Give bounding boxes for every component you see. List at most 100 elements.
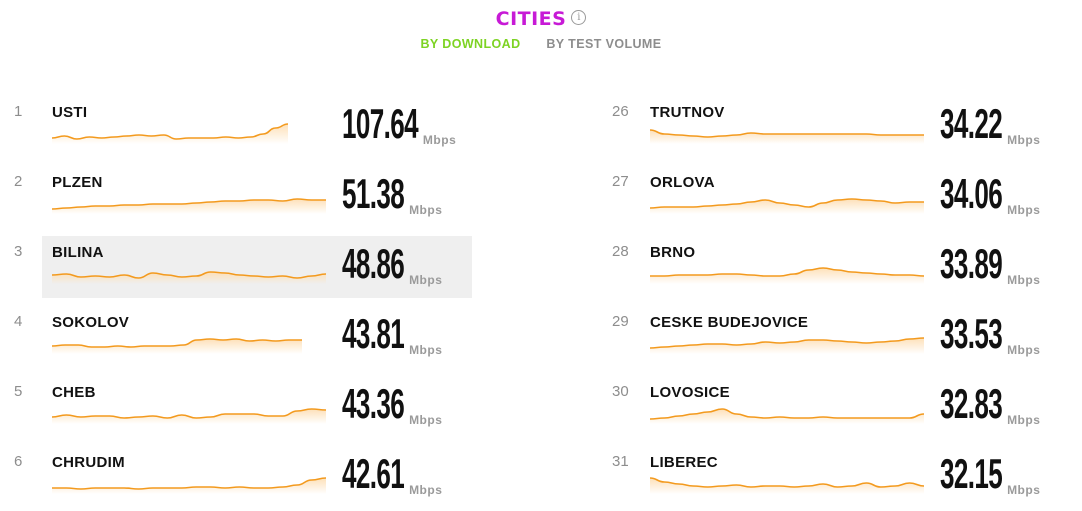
city-name[interactable]: CESKE BUDEJOVICE (650, 314, 809, 331)
download-speed-value: 34.22 (940, 100, 1003, 147)
rank-number: 26 (612, 103, 629, 120)
download-speed-value: 32.83 (940, 380, 1003, 427)
tab-by-download[interactable]: BY DOWNLOAD (420, 37, 521, 51)
speed-unit: Mbps (409, 483, 443, 497)
speed-sparkline (649, 267, 925, 284)
sparkline-line (649, 337, 925, 349)
rank-number: 3 (14, 243, 23, 260)
city-name[interactable]: LOVOSICE (650, 384, 730, 401)
sparkline-line (51, 123, 289, 140)
city-name[interactable]: LIBEREC (650, 454, 718, 471)
rank-number: 28 (612, 243, 629, 260)
sparkline-line (649, 477, 925, 488)
city-name[interactable]: TRUTNOV (650, 104, 725, 121)
sparkline-container (649, 400, 925, 424)
rank-number: 2 (14, 173, 23, 190)
download-speed-value: 43.81 (342, 310, 405, 357)
download-speed-value: 34.06 (940, 170, 1003, 217)
speed-unit: Mbps (422, 133, 457, 147)
sparkline-container (51, 330, 302, 354)
download-speed-value: 107.64 (342, 100, 419, 147)
rank-number: 5 (14, 383, 23, 400)
rank-number: 29 (612, 313, 629, 330)
speed-unit: Mbps (1007, 273, 1041, 287)
sparkline-container (649, 470, 925, 494)
download-speed-value: 51.38 (342, 170, 405, 217)
speed-sparkline (51, 338, 302, 354)
sparkline-line (51, 338, 302, 348)
speed-unit: Mbps (409, 343, 443, 357)
rank-number: 30 (612, 383, 629, 400)
city-name[interactable]: USTI (52, 104, 88, 121)
speed-unit: Mbps (1007, 133, 1041, 147)
sparkline-area (650, 338, 924, 354)
speed-sparkline (649, 198, 924, 214)
speed-unit: Mbps (409, 413, 443, 427)
sparkline-area (52, 199, 326, 214)
speed-unit: Mbps (409, 203, 443, 217)
sparkline-area (52, 478, 326, 494)
sort-tabs: BY DOWNLOAD BY TEST VOLUME (0, 37, 1082, 51)
sparkline-container (51, 120, 289, 144)
rank-number: 31 (612, 453, 629, 470)
rank-number: 4 (14, 313, 23, 330)
sparkline-area (650, 478, 924, 494)
speed-sparkline (649, 129, 924, 144)
sparkline-area (52, 339, 302, 354)
sparkline-area (650, 268, 924, 284)
speed-sparkline (649, 477, 925, 494)
speed-unit: Mbps (1007, 413, 1041, 427)
sparkline-area (650, 130, 924, 144)
sparkline-container (51, 400, 327, 424)
sparkline-container (52, 470, 327, 494)
speed-sparkline (51, 123, 289, 144)
speed-unit: Mbps (409, 273, 443, 287)
sparkline-area (650, 199, 924, 214)
sparkline-container (649, 120, 924, 144)
city-name[interactable]: PLZEN (52, 174, 103, 191)
sparkline-area (650, 409, 924, 424)
sparkline-line (51, 198, 326, 210)
sparkline-container (649, 260, 925, 284)
download-speed-value: 48.86 (342, 240, 405, 287)
download-speed-value: 33.53 (940, 310, 1003, 357)
info-icon[interactable]: i (571, 9, 587, 25)
sparkline-area (52, 124, 288, 144)
sparkline-line (52, 477, 327, 490)
page-title: CITIES (495, 8, 567, 30)
speed-sparkline (51, 198, 326, 214)
download-speed-value: 32.15 (940, 450, 1003, 497)
city-name[interactable]: SOKOLOV (52, 314, 130, 331)
sparkline-container (649, 190, 924, 214)
speed-sparkline (649, 408, 925, 424)
city-name[interactable]: BRNO (650, 244, 696, 261)
speed-unit: Mbps (1007, 343, 1041, 357)
city-name[interactable]: CHEB (52, 384, 96, 401)
rank-number: 27 (612, 173, 629, 190)
download-speed-value: 43.36 (342, 380, 405, 427)
city-name[interactable]: ORLOVA (650, 174, 715, 191)
speed-unit: Mbps (1007, 483, 1041, 497)
sparkline-container (649, 330, 925, 354)
speed-unit: Mbps (1007, 203, 1041, 217)
speed-sparkline (649, 337, 925, 354)
speed-sparkline (51, 408, 327, 424)
sparkline-line (51, 408, 327, 419)
sparkline-line (649, 408, 925, 420)
row-highlight (42, 236, 472, 298)
sparkline-line (51, 271, 327, 279)
sparkline-container (51, 190, 326, 214)
sparkline-area (52, 272, 326, 284)
sparkline-container (51, 260, 327, 284)
speed-sparkline (51, 271, 327, 284)
sparkline-line (649, 129, 924, 138)
city-name[interactable]: CHRUDIM (52, 454, 125, 471)
page-header: CITIES i (0, 8, 1082, 30)
sparkline-line (649, 198, 924, 209)
city-name[interactable]: BILINA (52, 244, 104, 261)
download-speed-value: 33.89 (940, 240, 1003, 287)
rank-number: 1 (14, 103, 23, 120)
speed-sparkline (52, 477, 327, 494)
rank-number: 6 (14, 453, 23, 470)
tab-by-test-volume[interactable]: BY TEST VOLUME (546, 37, 662, 51)
